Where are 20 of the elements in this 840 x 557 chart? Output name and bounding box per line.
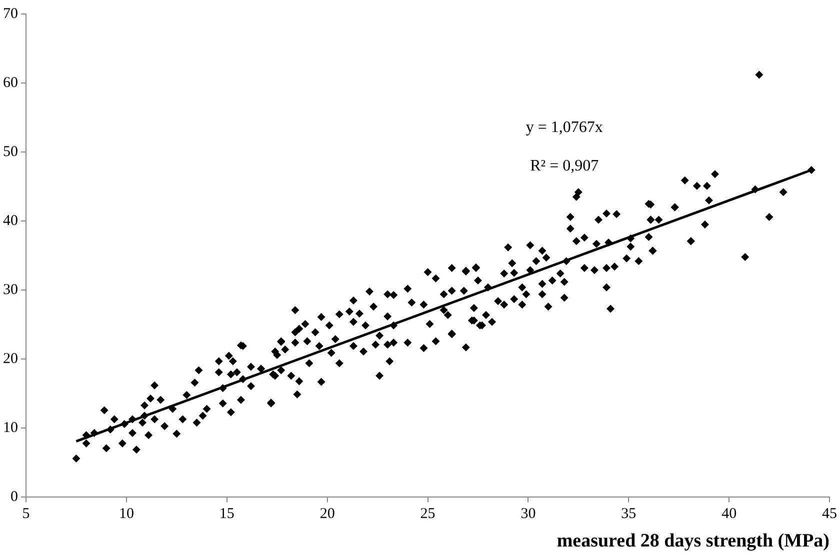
- x-tick-label: 5: [22, 506, 30, 522]
- y-tick-label: 40: [3, 213, 18, 230]
- y-tick-label: 70: [3, 6, 18, 22]
- y-tick-label: 10: [3, 420, 18, 436]
- x-tick-label: 20: [320, 506, 335, 522]
- y-tick-label: 30: [3, 282, 18, 298]
- x-axis-title: measured 28 days strength (MPa): [556, 530, 830, 552]
- y-tick-label: 60: [3, 74, 18, 91]
- x-tick-label: 45: [822, 506, 837, 522]
- x-tick-label: 15: [219, 506, 234, 522]
- x-tick-label: 30: [520, 506, 536, 522]
- y-tick-label: 20: [3, 351, 18, 368]
- x-tick-label: 40: [722, 506, 737, 522]
- y-tick-label: 50: [3, 144, 18, 160]
- y-tick-label: 0: [10, 489, 18, 506]
- annotation: R² = 0,907: [530, 157, 599, 174]
- annotation: y = 1,0767x: [526, 118, 603, 136]
- x-tick-label: 35: [621, 506, 636, 522]
- x-tick-label: 25: [420, 506, 436, 522]
- x-tick-label: 10: [118, 506, 134, 522]
